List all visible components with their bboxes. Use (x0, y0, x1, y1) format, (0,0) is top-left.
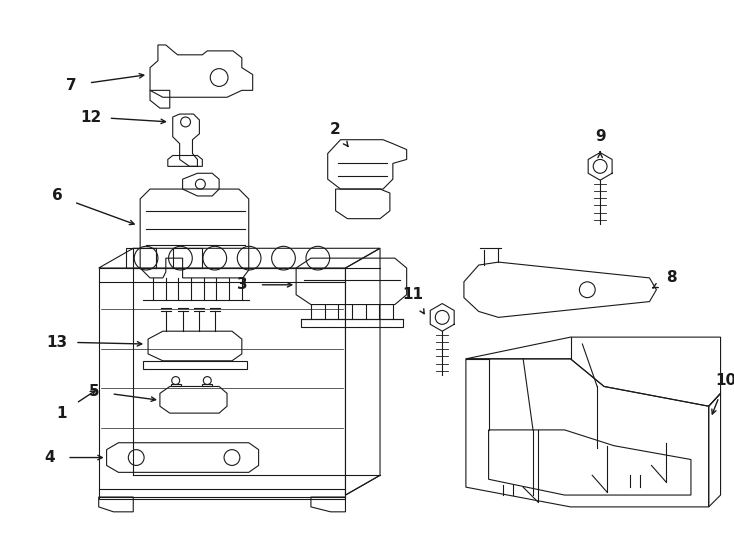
Text: 4: 4 (44, 450, 54, 465)
Text: 5: 5 (89, 384, 99, 399)
Text: 6: 6 (52, 188, 62, 204)
Text: 10: 10 (715, 373, 734, 388)
Text: 3: 3 (236, 278, 247, 292)
Text: 8: 8 (666, 271, 677, 286)
Text: 2: 2 (330, 123, 341, 137)
Text: 1: 1 (56, 406, 67, 421)
Text: 12: 12 (80, 110, 101, 125)
Text: 13: 13 (47, 335, 68, 349)
Text: 11: 11 (402, 287, 423, 302)
Text: 9: 9 (595, 129, 606, 144)
Text: 7: 7 (66, 78, 76, 93)
